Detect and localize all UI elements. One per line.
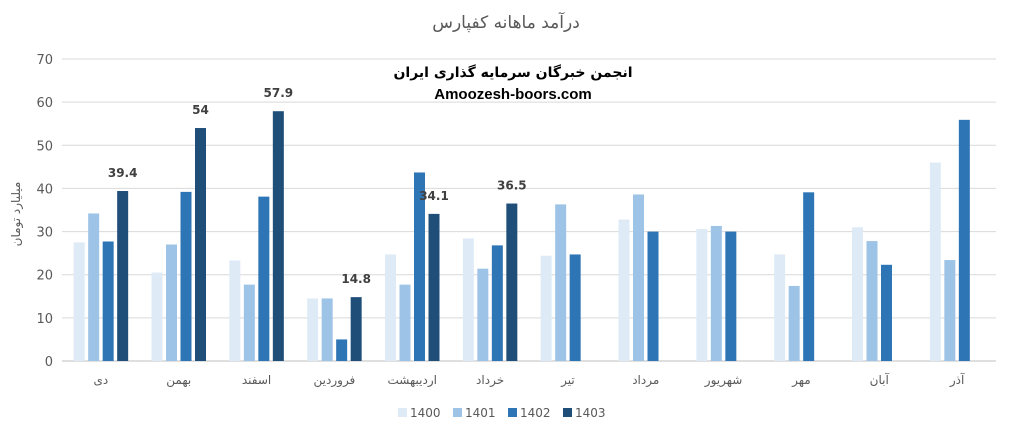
x-tick-label: آبان: [870, 372, 890, 387]
legend-label: 1400: [410, 406, 441, 420]
bar: [117, 191, 129, 361]
bar: [633, 194, 644, 361]
x-tick-label: مهر: [791, 373, 811, 388]
bar: [491, 245, 503, 361]
data-label: 14.8: [341, 272, 371, 286]
bar: [788, 285, 800, 361]
y-tick-label: 30: [36, 226, 53, 241]
legend: 1400 1401 1402 1403: [398, 406, 606, 420]
bar: [88, 213, 100, 361]
y-tick-label: 70: [36, 53, 53, 68]
x-tick-label: تیر: [560, 373, 575, 388]
bar: [166, 244, 177, 361]
bar: [852, 227, 863, 361]
bar: [180, 191, 192, 361]
bar: [929, 162, 941, 361]
legend-label: 1401: [465, 406, 496, 420]
watermark-line-2: Amoozesh-boors.com: [434, 86, 592, 103]
y-tick-label: 10: [36, 312, 53, 327]
data-label: 34.1: [419, 189, 449, 203]
legend-swatch: [398, 408, 407, 417]
y-tick-label: 50: [36, 139, 53, 154]
chart-title: درآمد ماهانه کفپارس: [432, 11, 580, 33]
legend-swatch: [453, 408, 462, 417]
x-tick-label: فروردین: [314, 373, 356, 388]
bar: [272, 111, 284, 362]
y-axis-label: میلیارد تومان: [9, 182, 24, 247]
bar: [462, 238, 474, 361]
data-label: 57.9: [264, 86, 294, 100]
bar: [399, 284, 411, 361]
data-label: 54: [192, 103, 209, 117]
bar: [696, 228, 708, 361]
legend-label: 1402: [520, 406, 551, 420]
x-tick-label: شهریور: [704, 373, 743, 388]
bar: [229, 260, 241, 361]
data-labels: 39.4 54 57.9 14.8 34.1 36.5: [108, 86, 527, 286]
bar: [710, 225, 722, 361]
bar: [774, 254, 786, 361]
bars: [73, 111, 970, 362]
bar: [307, 298, 319, 361]
x-tick-label: آذر: [949, 372, 965, 388]
bar: [73, 242, 85, 361]
bar: [506, 203, 518, 361]
bar: [477, 268, 489, 361]
bar: [944, 260, 956, 361]
bar: [958, 119, 970, 362]
bar: [195, 128, 206, 361]
legend-label: 1403: [575, 406, 606, 420]
y-tick-label: 60: [36, 96, 53, 111]
x-tick-label: اردیبهشت: [388, 373, 437, 388]
x-axis-ticks: دی بهمن اسفند فروردین اردیبهشت خرداد تیر مرداد ش…: [94, 372, 965, 388]
bar: [385, 254, 396, 361]
bar: [336, 339, 348, 361]
bar: [102, 241, 114, 361]
bar: [866, 241, 878, 361]
bar: [321, 298, 333, 361]
bar: [350, 297, 362, 361]
data-label: 36.5: [497, 179, 527, 193]
bar: [151, 272, 163, 361]
y-tick-label: 40: [36, 182, 53, 197]
gridlines: [62, 58, 996, 362]
bar: [618, 219, 630, 361]
watermark-line-1: انجمن خبرگان سرمایه گذاری ایران: [393, 64, 632, 81]
bar: [725, 231, 737, 361]
bar: [540, 255, 552, 361]
bar: [414, 172, 425, 361]
x-tick-label: خرداد: [476, 373, 504, 388]
bar: [555, 204, 567, 361]
y-tick-label: 20: [36, 269, 53, 284]
x-tick-label: اسفند: [242, 373, 271, 387]
legend-swatch: [563, 408, 572, 417]
x-tick-label: بهمن: [166, 373, 191, 388]
x-tick-label: مرداد: [632, 373, 659, 388]
bar: [428, 213, 440, 361]
y-tick-label: 0: [45, 355, 53, 370]
y-axis-ticks: 0 10 20 30 40 50 60 70: [36, 53, 53, 370]
bar: [803, 192, 815, 361]
legend-swatch: [508, 408, 517, 417]
bar: [243, 284, 255, 361]
bar: [258, 196, 270, 361]
bar: [569, 254, 581, 361]
bar: [881, 264, 892, 361]
bar: [647, 231, 659, 361]
data-label: 39.4: [108, 166, 138, 180]
x-tick-label: دی: [94, 373, 109, 387]
